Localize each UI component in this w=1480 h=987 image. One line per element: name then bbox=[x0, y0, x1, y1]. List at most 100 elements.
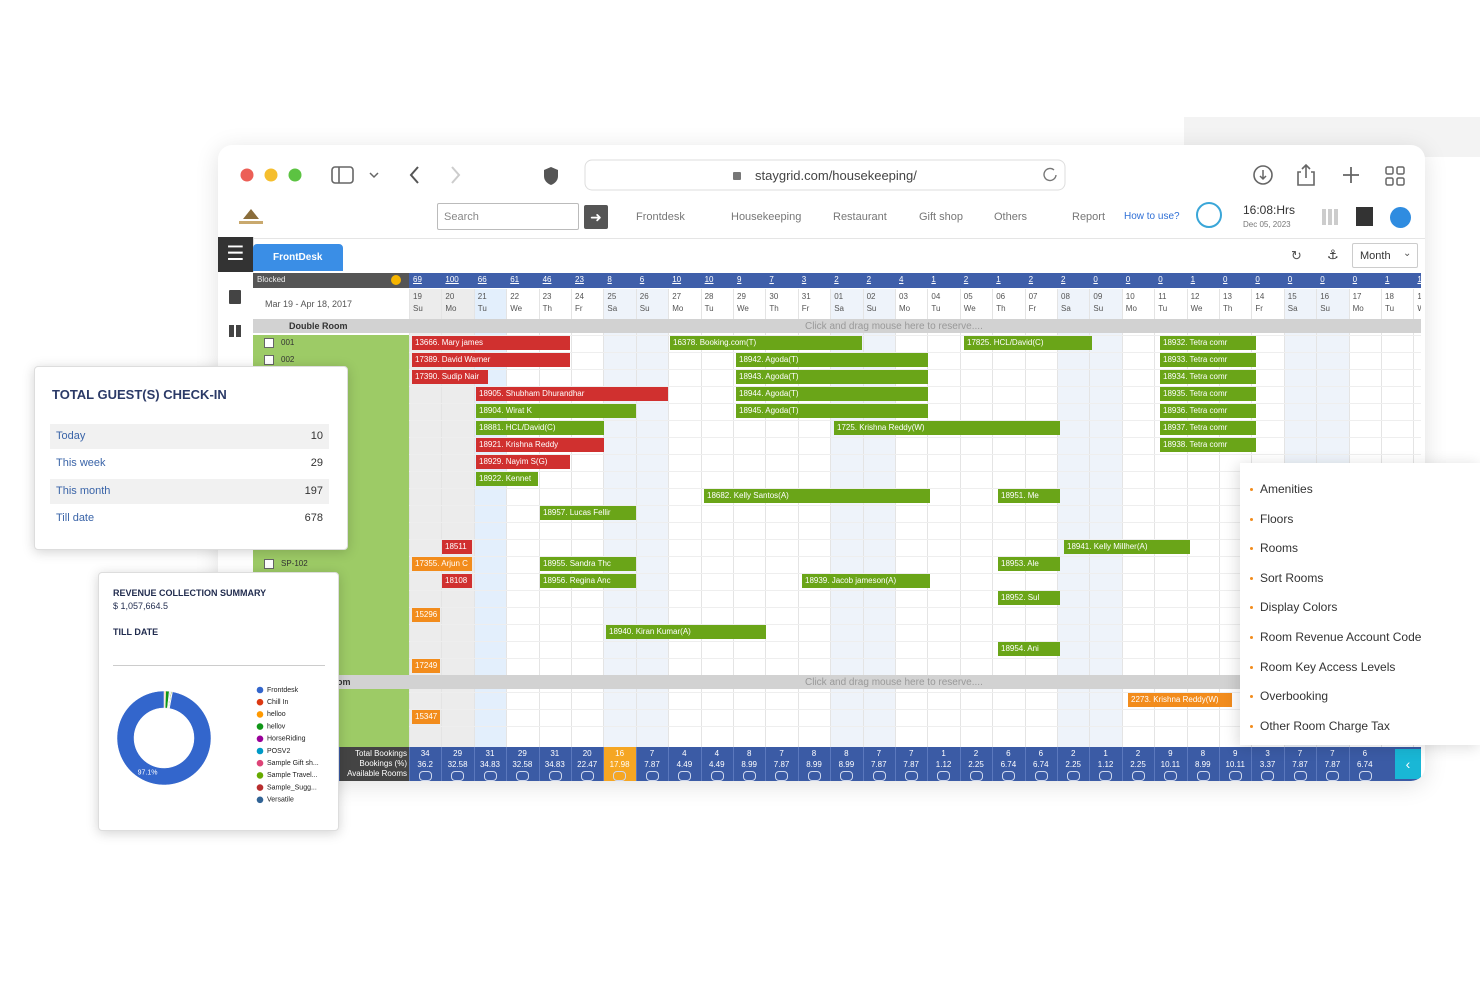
booking-bar[interactable]: 18511 bbox=[442, 540, 472, 554]
settings-item[interactable]: Display Colors bbox=[1260, 600, 1338, 615]
clipboard-icon[interactable] bbox=[229, 290, 241, 304]
nav-item[interactable]: Gift shop bbox=[919, 211, 964, 223]
forward-button[interactable] bbox=[451, 166, 461, 184]
block-count[interactable]: 0 bbox=[1352, 275, 1358, 284]
block-count[interactable]: 4 bbox=[899, 275, 904, 284]
block-count[interactable]: 2 bbox=[1028, 275, 1034, 284]
booking-bar[interactable]: 17355. Arjun C bbox=[412, 557, 472, 571]
settings-item[interactable]: Room Revenue Account Code bbox=[1260, 630, 1422, 644]
booking-bar[interactable]: 18942. Agoda(T) bbox=[736, 353, 928, 367]
settings-item[interactable]: Floors bbox=[1260, 511, 1294, 526]
booking-bar[interactable]: 18934. Tetra comr bbox=[1160, 370, 1256, 384]
nav-item[interactable]: Frontdesk bbox=[636, 211, 685, 223]
booking-bar[interactable]: 17249 bbox=[412, 659, 440, 673]
block-count[interactable]: 10 bbox=[704, 275, 714, 284]
menu-button[interactable]: ☰ bbox=[218, 237, 253, 272]
booking-bar[interactable]: 18921. Krishna Reddy bbox=[476, 438, 604, 452]
booking-bar[interactable]: 18938. Tetra comr bbox=[1160, 438, 1256, 452]
room-checkbox[interactable] bbox=[264, 355, 274, 365]
block-count[interactable]: 66 bbox=[477, 275, 487, 284]
block-count[interactable]: 100 bbox=[445, 275, 459, 284]
booking-bar[interactable]: 18682. Kelly Santos(A) bbox=[704, 489, 930, 503]
tabs-icon[interactable] bbox=[1385, 166, 1405, 186]
booking-bar[interactable]: 18922. Kennet bbox=[476, 472, 538, 486]
booking-bar[interactable]: 18945. Agoda(T) bbox=[736, 404, 928, 418]
collapse-button[interactable]: ‹ bbox=[1395, 749, 1421, 779]
block-count[interactable]: 46 bbox=[542, 275, 552, 284]
booking-bar[interactable]: 18940. Kiran Kumar(A) bbox=[606, 625, 766, 639]
booking-bar[interactable]: 18936. Tetra comr bbox=[1160, 404, 1256, 418]
block-count[interactable]: 1 bbox=[1385, 275, 1390, 284]
booking-bar[interactable]: 18937. Tetra comr bbox=[1160, 421, 1256, 435]
booking-bar[interactable]: 2273. Krishna Reddy(W) bbox=[1128, 693, 1232, 707]
booking-bar[interactable]: 17389. David Warner bbox=[412, 353, 570, 367]
refresh-icon[interactable]: ↻ bbox=[1291, 248, 1302, 263]
block-count[interactable]: 2 bbox=[963, 275, 969, 284]
chat-icon[interactable] bbox=[1196, 202, 1222, 228]
nav-item[interactable]: Housekeeping bbox=[731, 211, 802, 223]
block-count[interactable]: 6 bbox=[639, 275, 645, 284]
maximize-dot[interactable] bbox=[288, 168, 302, 182]
booking-bar[interactable]: 18954. Ani bbox=[998, 642, 1060, 656]
booking-bar[interactable]: 18951. Me bbox=[998, 489, 1060, 503]
block-count[interactable]: 0 bbox=[1223, 275, 1228, 284]
booking-bar[interactable]: 18941. Kelly Millher(A) bbox=[1064, 540, 1190, 554]
block-count[interactable]: 0 bbox=[1125, 275, 1131, 284]
download-icon[interactable] bbox=[1253, 165, 1273, 185]
booking-bar[interactable]: 18108 bbox=[442, 574, 472, 588]
settings-item[interactable]: Amenities bbox=[1260, 482, 1313, 496]
booking-bar[interactable]: 18943. Agoda(T) bbox=[736, 370, 928, 384]
room-checkbox[interactable] bbox=[264, 559, 274, 569]
booking-bar[interactable]: 15296 bbox=[412, 608, 440, 622]
close-dot[interactable] bbox=[240, 168, 254, 182]
view-select[interactable]: Month ⌄ bbox=[1352, 243, 1418, 268]
booking-bar[interactable]: 1725. Krishna Reddy(W) bbox=[834, 421, 1060, 435]
booking-bar[interactable]: 18953. Ale bbox=[998, 557, 1060, 571]
frontdesk-tab[interactable] bbox=[253, 244, 343, 271]
nav-item[interactable]: Report bbox=[1072, 211, 1106, 223]
booking-bar[interactable]: 18935. Tetra comr bbox=[1160, 387, 1256, 401]
help-link[interactable]: How to use? bbox=[1124, 211, 1180, 222]
block-count[interactable]: 23 bbox=[575, 275, 584, 284]
minimize-dot[interactable] bbox=[264, 168, 278, 182]
block-count[interactable]: 1 bbox=[1190, 275, 1196, 284]
booking-bar[interactable]: 18904. Wirat K bbox=[476, 404, 636, 418]
settings-item[interactable]: Room Key Access Levels bbox=[1260, 659, 1396, 674]
booking-bar[interactable]: 13666. Mary james bbox=[412, 336, 570, 350]
booking-bar[interactable]: 17825. HCL/David(C) bbox=[964, 336, 1092, 350]
search-box[interactable]: Search bbox=[437, 203, 579, 230]
booking-bar[interactable]: 16378. Booking.com(T) bbox=[670, 336, 862, 350]
block-count[interactable]: 1 bbox=[1417, 275, 1421, 284]
booking-bar[interactable]: 17390. Sudip Nair bbox=[412, 370, 488, 384]
nav-item[interactable]: Restaurant bbox=[833, 211, 887, 223]
settings-item[interactable]: Sort Rooms bbox=[1260, 570, 1324, 585]
block-count[interactable]: 0 bbox=[1287, 275, 1293, 284]
block-count[interactable]: 61 bbox=[510, 275, 520, 284]
anchor-icon[interactable]: ⚓ bbox=[1327, 247, 1339, 262]
booking-bar[interactable]: 18952. Sul bbox=[998, 591, 1060, 605]
booking-bar[interactable]: 18957. Lucas Fellir bbox=[540, 506, 636, 520]
block-count[interactable]: 0 bbox=[1093, 275, 1098, 284]
room-checkbox[interactable] bbox=[264, 338, 274, 348]
new-tab-icon[interactable] bbox=[1343, 167, 1359, 183]
block-count[interactable]: 9 bbox=[737, 275, 742, 284]
block-count[interactable]: 0 bbox=[1255, 275, 1260, 284]
settings-item[interactable]: Rooms bbox=[1260, 541, 1299, 556]
block-count[interactable]: 7 bbox=[769, 275, 774, 284]
booking-bar[interactable]: 15347 bbox=[412, 710, 440, 724]
hotel-icon[interactable] bbox=[1356, 207, 1373, 226]
booking-bar[interactable]: 18939. Jacob jameson(A) bbox=[802, 574, 930, 588]
search-go-button[interactable]: ➜ bbox=[584, 205, 608, 229]
url-bar[interactable] bbox=[584, 159, 1066, 191]
booking-bar[interactable]: 18956. Regina Anc bbox=[540, 574, 636, 588]
apps-icon[interactable] bbox=[229, 325, 241, 337]
grid-icon[interactable] bbox=[1322, 209, 1338, 225]
back-button[interactable] bbox=[409, 166, 419, 184]
block-count[interactable]: 1 bbox=[931, 275, 936, 284]
profile-icon[interactable] bbox=[1390, 207, 1411, 228]
reload-icon[interactable] bbox=[1043, 167, 1057, 182]
block-count[interactable]: 0 bbox=[1158, 275, 1163, 284]
booking-bar[interactable]: 18881. HCL/David(C) bbox=[476, 421, 604, 435]
block-count[interactable]: 2 bbox=[1061, 275, 1066, 284]
booking-bar[interactable]: 18929. Nayim S(G) bbox=[476, 455, 570, 469]
